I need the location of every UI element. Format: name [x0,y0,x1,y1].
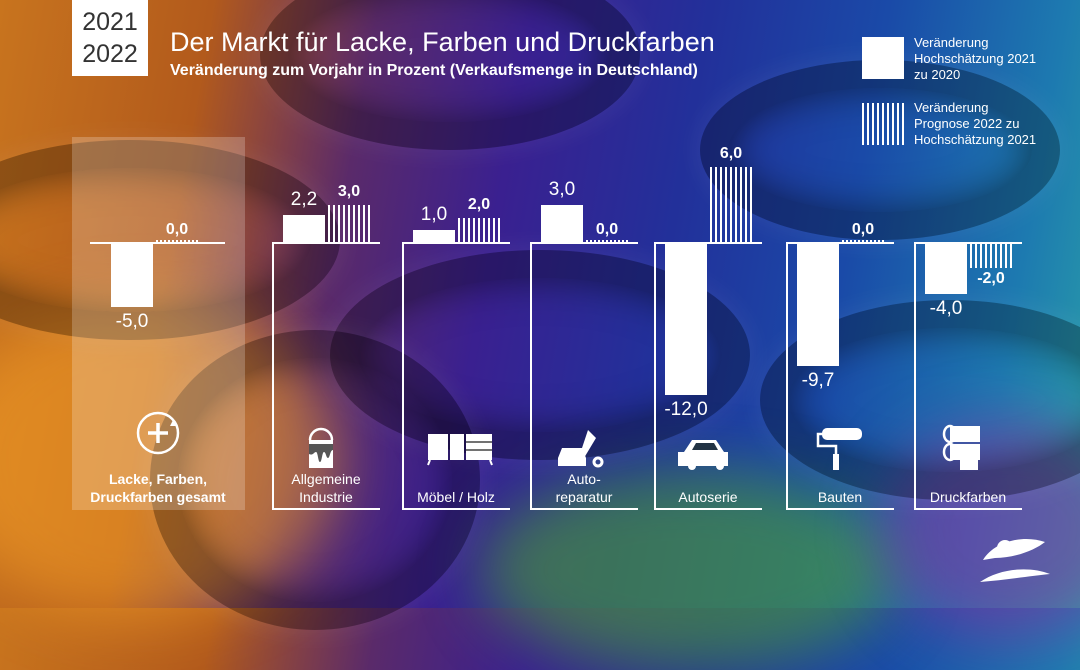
bar-2022 [458,217,500,243]
baseline [914,242,1022,244]
category-label: Bauten [817,489,863,505]
data-label: 2,2 [290,189,318,211]
category-box [530,243,638,510]
data-label: 0,0 [851,221,875,238]
baseline [530,242,638,244]
data-label: 6,0 [719,144,743,162]
baseline [272,242,380,244]
category-label: Auto-reparatur [555,471,613,505]
bar-2022 [842,240,884,243]
data-label: 3,0 [548,178,576,200]
category-label: Lacke, Farben, Druckfarben gesamt [90,471,226,505]
bar-2021 [413,230,455,243]
data-label: -2,0 [977,270,1005,288]
data-label: -9,7 [801,370,835,392]
printing-rollers-icon [942,424,980,470]
bar-2021 [111,243,153,307]
data-label: 1,0 [420,204,448,226]
bar-2021 [665,243,707,396]
baseline [90,242,225,244]
bar-2022 [710,166,752,243]
data-label: 0,0 [165,221,189,238]
chart-title: Der Markt für Lacke, Farben und Druckfar… [170,27,715,57]
bar-2022 [970,243,1012,269]
baseline [786,242,894,244]
category-box [786,243,894,510]
data-label: 2,0 [467,195,491,213]
plus-circle-icon [136,411,180,455]
category-label: Autoserie [678,489,738,505]
category-label: Druckfarben [929,489,1007,505]
bar-2021 [797,243,839,367]
furniture-icon [427,434,493,466]
bar-2022 [328,204,370,243]
paint-bucket-icon [308,427,334,468]
bar-2021 [541,204,583,243]
legend-hatched-swatch [862,103,904,145]
legend-solid-label: Veränderung Hochschätzung 2021 zu 2020 [914,35,1037,82]
data-label: -4,0 [929,297,963,319]
category-box [402,243,510,510]
baseline [654,242,762,244]
data-label: 0,0 [595,221,619,238]
car-wrench-icon [558,430,604,468]
bar-2021 [925,243,967,294]
legend-solid-swatch [862,37,904,79]
category-box [914,243,1022,510]
baseline [402,242,510,244]
chart-subtitle: Veränderung zum Vorjahr in Prozent (Verk… [170,62,698,79]
data-label: 3,0 [337,182,361,200]
year-badge: 2021 2022 [72,0,148,76]
car-icon [678,440,728,470]
bar-2022 [156,240,198,243]
bar-2022 [586,240,628,243]
category-box [654,243,762,510]
category-box [272,243,380,510]
data-label: -5,0 [115,310,149,332]
brand-logo [980,539,1050,582]
legend-hatched-label: Veränderung Prognose 2022 zu Hochschätzung… [914,100,1037,147]
category-label: Allgemeine Industrie [291,471,361,505]
paint-roller-icon [816,428,862,470]
category-label: Möbel / Holz [417,489,495,505]
data-label: -12,0 [664,399,708,421]
bar-2021 [283,215,325,243]
total-highlight-panel [72,137,245,510]
